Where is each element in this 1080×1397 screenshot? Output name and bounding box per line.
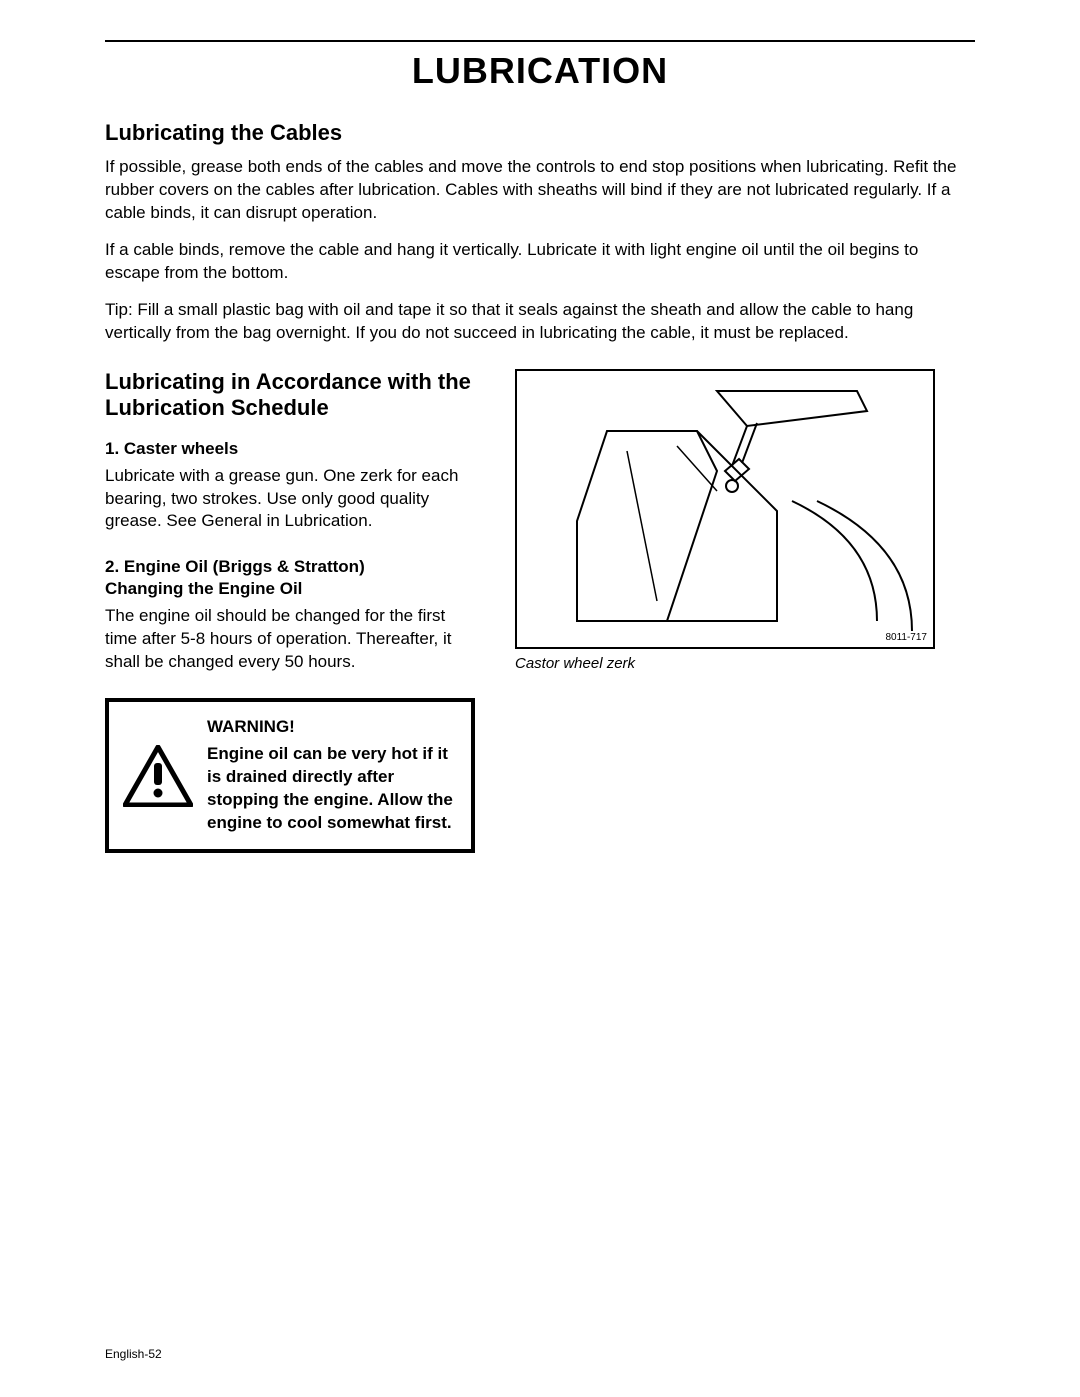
right-column: 8011-717 Castor wheel zerk — [515, 369, 975, 853]
warning-text: WARNING! Engine oil can be very hot if i… — [207, 716, 457, 835]
warning-body: Engine oil can be very hot if it is drai… — [207, 743, 457, 835]
top-rule — [105, 40, 975, 42]
item-2-title: 2. Engine Oil (Briggs & Stratton) — [105, 557, 475, 577]
figure-caption: Castor wheel zerk — [515, 655, 975, 672]
cables-paragraph-1: If possible, grease both ends of the cab… — [105, 156, 975, 225]
item-2-subtitle: Changing the Engine Oil — [105, 579, 475, 599]
two-column-layout: Lubricating in Accordance with the Lubri… — [105, 369, 975, 853]
cables-paragraph-3: Tip: Fill a small plastic bag with oil a… — [105, 299, 975, 345]
item-1-body: Lubricate with a grease gun. One zerk fo… — [105, 465, 475, 534]
page: LUBRICATION Lubricating the Cables If po… — [0, 0, 1080, 1397]
warning-icon — [123, 716, 193, 835]
figure-number: 8011-717 — [885, 632, 927, 643]
footer-text: English-52 — [105, 1347, 162, 1361]
item-2-body: The engine oil should be changed for the… — [105, 605, 475, 674]
heading-lubricating-cables: Lubricating the Cables — [105, 120, 975, 146]
figure-castor-wheel: 8011-717 — [515, 369, 935, 649]
page-title: LUBRICATION — [105, 50, 975, 92]
heading-lubrication-schedule: Lubricating in Accordance with the Lubri… — [105, 369, 475, 421]
cables-paragraph-2: If a cable binds, remove the cable and h… — [105, 239, 975, 285]
left-column: Lubricating in Accordance with the Lubri… — [105, 369, 475, 853]
item-1-title: 1. Caster wheels — [105, 439, 475, 459]
warning-box: WARNING! Engine oil can be very hot if i… — [105, 698, 475, 853]
page-footer: English-52 — [105, 1347, 162, 1361]
warning-title: WARNING! — [207, 716, 457, 739]
